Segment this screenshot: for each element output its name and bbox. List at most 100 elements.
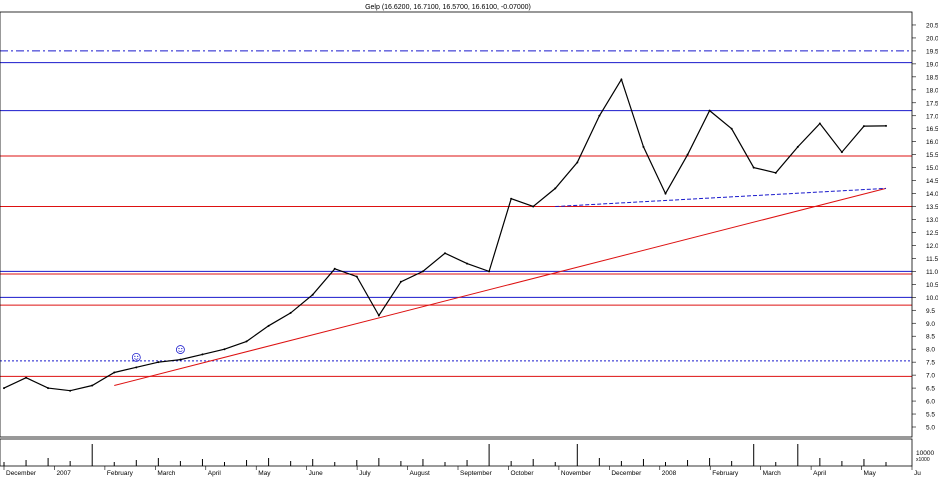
y-tick-label: 13.0 (926, 217, 938, 224)
x-tick-label: December (6, 470, 37, 477)
price-point (421, 270, 424, 273)
price-point (752, 166, 755, 169)
price-point (399, 280, 402, 283)
smiley-icon (131, 352, 141, 362)
price-point (245, 340, 248, 343)
y-tick-label: 16.0 (926, 139, 938, 146)
volume-unit-label: x1000 (916, 457, 930, 463)
price-point (532, 205, 535, 208)
trendline (114, 187, 887, 386)
price-point (289, 311, 292, 314)
price-point (598, 114, 601, 117)
y-tick-label: 12.5 (926, 230, 938, 237)
smiley-mouth (134, 358, 139, 360)
price-point (444, 252, 446, 255)
price-point (47, 387, 50, 390)
x-tick-label: November (561, 470, 592, 477)
x-tick-label: Ju (914, 470, 921, 477)
y-tick-label: 9.5 (926, 308, 935, 315)
x-tick-label: July (359, 470, 371, 477)
y-tick-label: 18.0 (926, 87, 938, 94)
y-tick-label: 5.0 (926, 425, 935, 432)
price-point (664, 192, 667, 195)
price-point (157, 361, 160, 364)
y-tick-label: 7.5 (926, 360, 935, 367)
price-layer (3, 77, 887, 392)
volume-layer (3, 444, 887, 466)
x-tick-label: May (864, 470, 877, 477)
price-point (377, 314, 380, 317)
x-tick-label: April (813, 470, 827, 477)
y-tick-label: 15.5 (926, 152, 938, 159)
y-tick-label: 13.5 (926, 204, 938, 211)
price-point (466, 262, 469, 265)
chart-title: Gelp (16.6200, 16.7100, 16.5700, 16.6100… (365, 4, 531, 11)
price-point (201, 353, 204, 356)
smiley-eye (134, 355, 136, 357)
volume-scale-label: 10000 (916, 450, 934, 457)
x-tick-label: 2008 (662, 470, 677, 477)
x-tick-label: March (763, 470, 781, 477)
y-tick-label: 12.0 (926, 243, 938, 250)
x-tick-label: May (258, 470, 271, 477)
smiley-icon (175, 345, 185, 354)
price-point (69, 389, 72, 392)
plot-frame (0, 11, 913, 438)
x-tick-label: February (107, 470, 134, 477)
x-tick-label: August (410, 470, 430, 477)
y-tick-label: 19.5 (926, 48, 938, 55)
x-tick-label: 2007 (56, 470, 71, 477)
y-tick-label: 16.5 (926, 126, 938, 133)
price-point (642, 145, 645, 148)
y-tick-label: 7.0 (926, 373, 935, 380)
price-point (179, 358, 182, 361)
price-point (796, 145, 799, 148)
price-point (510, 197, 513, 200)
x-tick-label: October (510, 470, 534, 477)
smiley-face-outline (131, 352, 141, 362)
y-tick-label: 5.5 (926, 412, 935, 419)
levels-layer (0, 50, 912, 377)
y-tick-label: 10.0 (926, 295, 938, 302)
trendline-layer (114, 187, 887, 386)
smiley-eye (178, 347, 180, 350)
axis-layer: 5.0 5.5 6.0 6.5 7.0 7.5 8.0 8.5 9.0 9.5 10.0 10.5 11… (0, 11, 938, 477)
price-point (223, 348, 226, 351)
x-tick-label: December (611, 470, 642, 477)
smiley-eye (181, 347, 183, 350)
price-point (3, 387, 5, 390)
price-point (355, 275, 358, 278)
price-point (311, 293, 314, 296)
x-tick-label: June (309, 470, 323, 477)
annotation-layer (131, 345, 185, 362)
smiley-eye (137, 355, 139, 357)
y-tick-label: 8.0 (926, 347, 935, 354)
price-point (818, 122, 821, 125)
price-point (774, 171, 777, 174)
x-tick-label: March (157, 470, 175, 477)
y-tick-label: 20.5 (926, 22, 938, 29)
x-tick-label: February (712, 470, 739, 477)
price-point (686, 153, 689, 156)
price-point (576, 161, 579, 164)
price-point (554, 187, 557, 190)
x-tick-label: April (208, 470, 222, 477)
y-tick-label: 9.0 (926, 321, 935, 328)
y-tick-label: 6.0 (926, 399, 935, 406)
price-point (113, 371, 116, 374)
price-point (135, 366, 138, 369)
y-tick-label: 17.0 (926, 113, 938, 120)
y-tick-label: 20.0 (926, 35, 938, 42)
price-point (488, 270, 491, 273)
y-tick-label: 14.5 (926, 178, 938, 185)
y-tick-label: 11.0 (926, 269, 938, 276)
price-series-line (3, 77, 887, 392)
trendline (555, 187, 887, 208)
y-tick-label: 11.5 (926, 256, 938, 263)
price-point (840, 151, 843, 154)
y-tick-label: 14.0 (926, 191, 938, 198)
y-tick-label: 19.0 (926, 61, 938, 68)
y-tick-label: 18.5 (926, 74, 938, 81)
